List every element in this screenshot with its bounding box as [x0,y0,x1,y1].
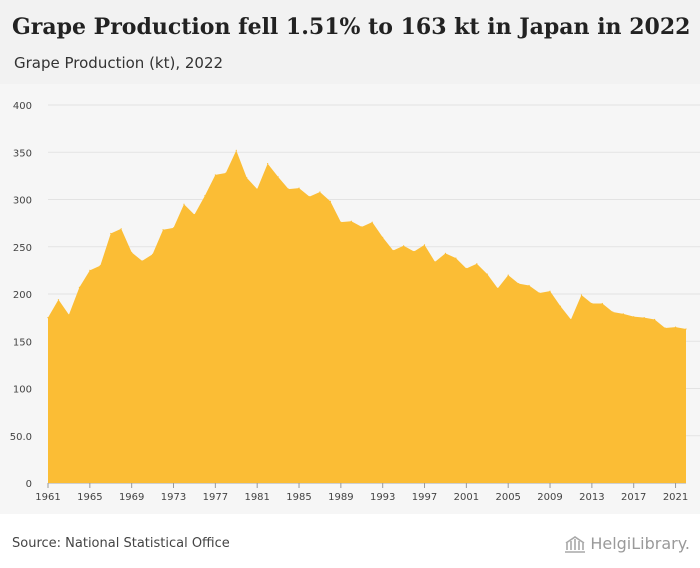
x-tick-label: 1985 [286,492,311,503]
data-point [57,299,60,301]
data-point [277,176,279,178]
data-point [392,249,394,252]
chart-subtitle: Grape Production (kt), 2022 [14,54,224,72]
data-point [214,174,216,176]
data-point [591,302,593,305]
x-tick-label: 2009 [537,492,562,503]
x-tick-label: 1977 [203,492,228,503]
data-point [162,229,164,231]
data-point [497,287,499,289]
chart-footer: Source: National Statistical Office Helg… [0,514,700,568]
data-point [120,228,122,230]
data-point [423,244,426,246]
data-point [371,221,373,223]
data-point [413,250,415,253]
data-point [455,257,457,259]
data-point [633,316,635,318]
data-point [78,286,80,288]
y-tick-label: 150 [13,337,32,348]
data-point [538,292,541,294]
data-point [89,269,91,271]
data-point [141,260,143,262]
y-tick-label: 300 [13,196,32,207]
data-point [350,220,352,222]
data-point [622,313,624,315]
library-building-icon [565,535,586,553]
source-note: Source: National Statistical Office [12,536,230,551]
data-point [580,294,583,296]
data-point [612,311,614,313]
data-point [664,327,666,329]
area-series [48,150,686,484]
data-point [382,236,384,238]
data-point [47,317,49,319]
data-point [674,326,677,328]
data-point [99,265,101,267]
data-point [298,187,300,189]
x-tick-label: 1973 [161,492,186,503]
y-tick-label: 50.0 [10,432,32,443]
data-point [465,267,467,270]
data-point [528,284,530,287]
data-point [476,263,478,265]
data-point [287,188,290,190]
x-tick-label: 2005 [495,492,520,503]
x-tick-label: 1969 [119,492,144,503]
y-tick-label: 0 [26,479,32,490]
x-tick-label: 1981 [244,492,269,503]
data-point [183,203,185,205]
y-tick-label: 250 [13,243,32,254]
data-point [193,214,196,216]
data-point [267,162,269,165]
x-tick-label: 2013 [579,492,604,503]
chart-title: Grape Production fell 1.51% to 163 kt in… [12,14,691,40]
data-point [131,251,133,254]
y-tick-label: 400 [13,101,32,112]
data-point [246,177,248,179]
data-point [434,261,436,263]
data-point [329,200,331,202]
brand-name: HelgiLibrary. [590,534,690,553]
data-point [361,226,363,228]
data-point [235,149,237,151]
data-point [68,314,70,316]
x-tick-label: 2001 [454,492,479,503]
y-tick-label: 350 [13,148,32,159]
data-point [308,196,311,198]
data-point [225,172,227,174]
x-tick-label: 1961 [35,492,60,503]
x-tick-label: 1993 [370,492,395,503]
y-tick-label: 100 [13,385,32,396]
data-point [601,302,603,305]
x-tick-label: 1997 [412,492,437,503]
x-tick-label: 1989 [328,492,353,503]
data-point [486,273,488,275]
data-point [403,245,405,247]
data-point [549,290,551,292]
x-tick-label: 2017 [621,492,646,503]
data-point [507,274,509,276]
chart-header: Grape Production fell 1.51% to 163 kt in… [0,0,700,84]
data-point [643,317,645,319]
data-point [204,195,206,197]
data-point [570,318,572,321]
data-point [110,232,112,235]
area-chart: 0 50.0 100 150 200 250 300 350 400 1961 1965 1969 19… [10,101,700,503]
x-tick-label: 2021 [663,492,688,503]
data-point [340,221,342,223]
data-point [172,227,175,229]
x-tick-label: 1965 [77,492,102,503]
data-point [151,253,154,255]
y-tick-label: 200 [13,290,32,301]
data-point [319,191,321,193]
helgi-library-logo: HelgiLibrary. [564,534,690,553]
data-point [256,188,258,190]
chart-area: 0 50.0 100 150 200 250 300 350 400 1961 1965 1969 19… [0,84,700,514]
data-point [518,283,520,285]
data-point [654,318,656,321]
data-point [685,328,687,330]
data-point [559,305,562,307]
data-point [444,252,447,254]
